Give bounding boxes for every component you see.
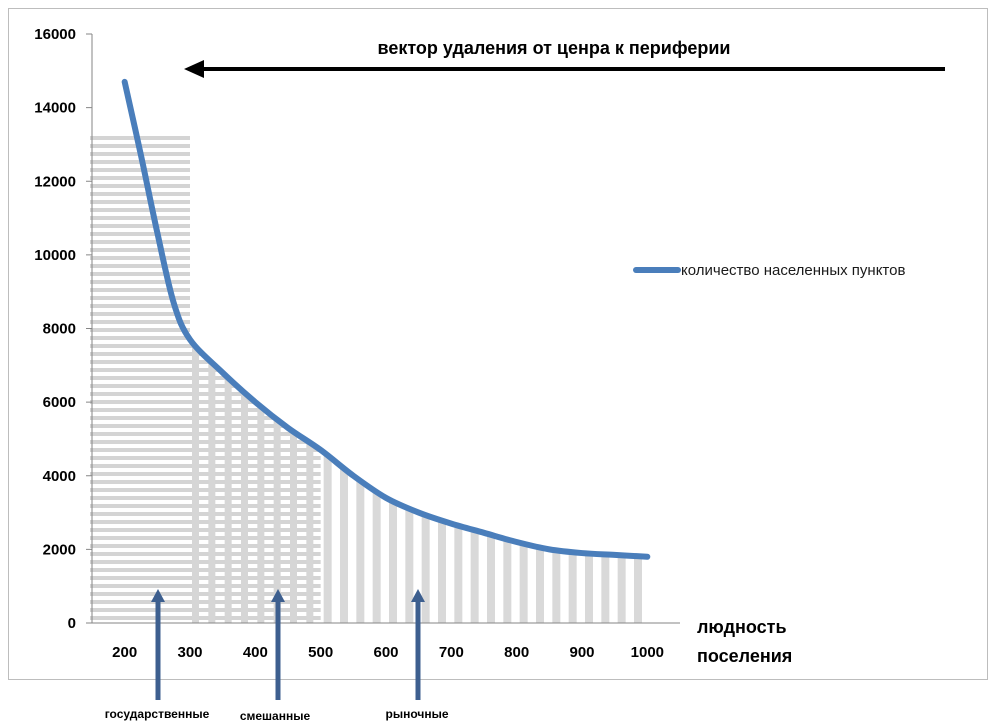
axes [86, 33, 680, 624]
x-tick-label: 1000 [631, 644, 664, 661]
x-tick-label: 500 [308, 644, 333, 661]
y-tick-label: 2000 [43, 541, 76, 558]
zone-label-state: государственные [105, 707, 210, 721]
series-line [121, 78, 651, 560]
y-tick-label: 8000 [43, 321, 76, 338]
zone-fill-mixed [190, 339, 321, 623]
zone-arrows [151, 589, 425, 700]
x-tick-label: 200 [112, 644, 137, 661]
x-tick-label: 900 [569, 644, 594, 661]
zone-arrow-market [411, 589, 425, 700]
y-tick-label: 4000 [43, 468, 76, 485]
legend: количество населенных пунктов [633, 262, 905, 279]
zone-arrow-state [151, 589, 165, 700]
y-tick-label: 14000 [34, 100, 76, 117]
zone-fills [90, 133, 642, 624]
y-tick-label: 10000 [34, 247, 76, 264]
y-tick-labels: 0 2000 4000 6000 8000 10000 12000 14000 16000 [34, 26, 76, 632]
y-tick-label: 6000 [43, 394, 76, 411]
zone-fill-mixed-vertical [192, 339, 314, 623]
y-tick-label: 12000 [34, 173, 76, 190]
x-tick-label: 800 [504, 644, 529, 661]
zone-arrow-mixed [271, 589, 285, 700]
zone-label-mixed: смешанные [240, 709, 311, 723]
zone-label-market: рыночные [386, 707, 449, 721]
legend-label: количество населенных пунктов [681, 262, 905, 279]
x-tick-label: 400 [243, 644, 268, 661]
chart-title: вектор удаления от ценра к периферии [378, 38, 731, 58]
x-axis-label-line2: поселения [697, 646, 792, 666]
x-tick-label: 600 [373, 644, 398, 661]
zone-fill-state [90, 133, 190, 624]
x-tick-label: 300 [177, 644, 202, 661]
y-tick-label: 0 [68, 615, 76, 632]
x-axis-label-line1: людность [697, 617, 787, 637]
x-tick-labels: 200 300 400 500 600 700 800 900 1000 [112, 644, 664, 661]
x-tick-label: 700 [439, 644, 464, 661]
y-tick-label: 16000 [34, 26, 76, 43]
direction-arrow [184, 60, 945, 78]
